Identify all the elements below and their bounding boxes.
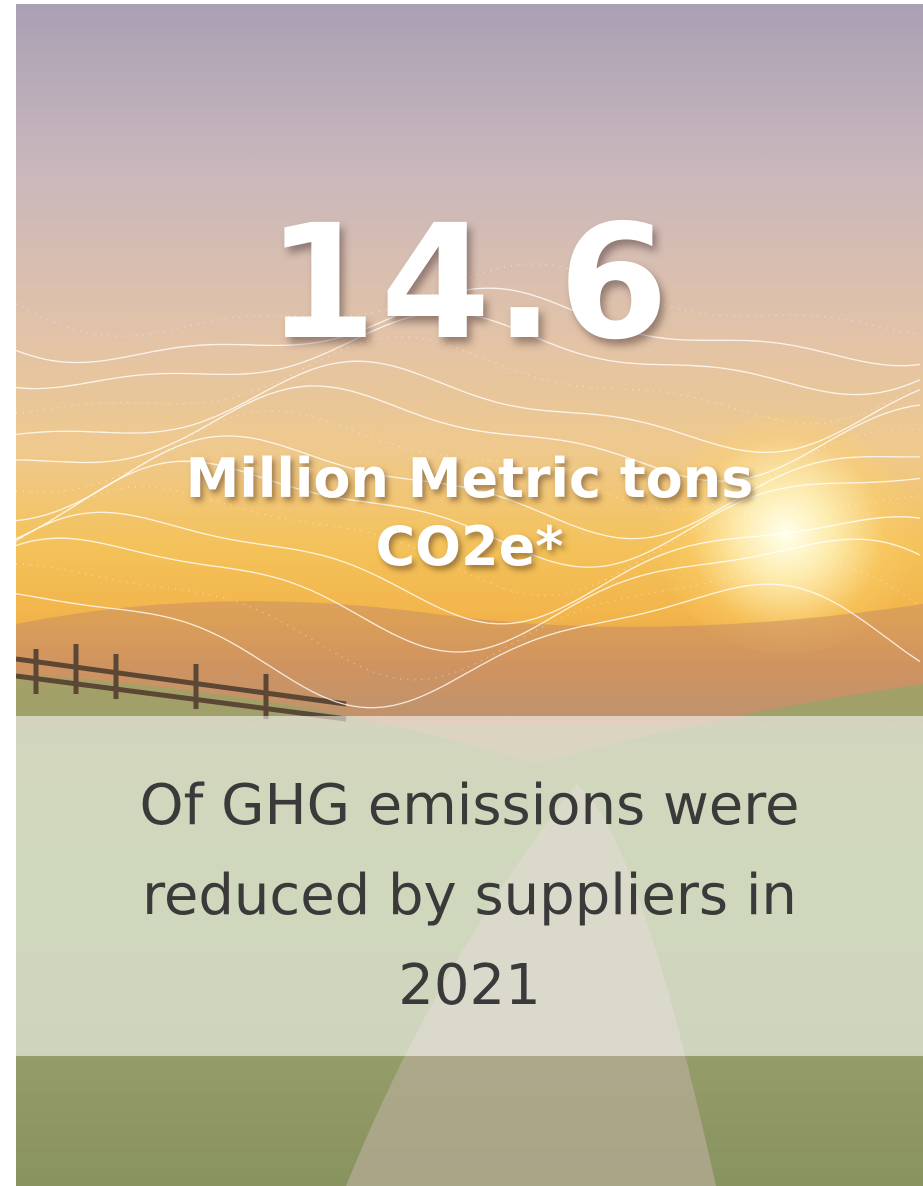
caption-panel: Of GHG emissions were reduced by supplie… <box>16 716 923 1056</box>
wave-lines <box>16 4 923 764</box>
headline-unit: Million Metric tons <box>16 452 923 506</box>
headline-unit: CO2e* <box>16 520 923 574</box>
wave-line <box>16 584 920 708</box>
page: 14.6 Million Metric tons CO2e* Of GHG em… <box>0 0 923 1186</box>
caption-line: Of GHG emissions were <box>16 778 923 834</box>
caption-line: reduced by suppliers in <box>16 868 923 924</box>
headline-figure: 14.6 <box>16 204 923 362</box>
wave-line <box>16 562 920 680</box>
caption-line: 2021 <box>16 958 923 1014</box>
background-scene: 14.6 Million Metric tons CO2e* Of GHG em… <box>16 4 923 1186</box>
